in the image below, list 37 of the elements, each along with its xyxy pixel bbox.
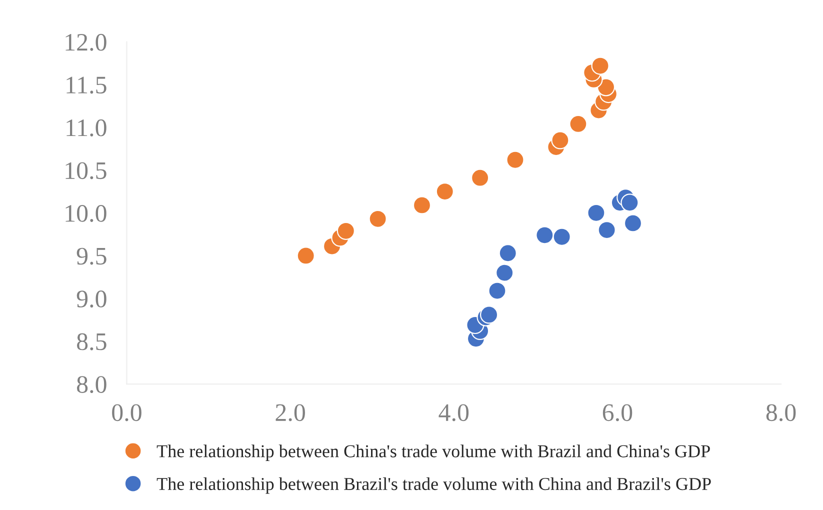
y-tick-label: 9.5 xyxy=(76,248,106,265)
y-tick-label: 10.5 xyxy=(66,162,106,180)
point xyxy=(587,204,606,222)
point xyxy=(569,114,588,134)
x-tick-label: 2.0 xyxy=(276,404,305,422)
point xyxy=(552,228,571,246)
point xyxy=(596,78,616,96)
point xyxy=(624,214,642,232)
point xyxy=(470,168,490,187)
legend-label: The relationship between Brazil's trade volume with China and Brazil's GDP xyxy=(156,477,711,494)
point xyxy=(296,246,315,265)
x-tick-label: 6.0 xyxy=(602,404,632,422)
y-tick-label: 12.0 xyxy=(66,34,106,51)
y-tick-label: 10.0 xyxy=(66,204,106,222)
y-tick-label: 9.0 xyxy=(76,290,106,308)
point xyxy=(536,226,554,244)
x-tick-label: 4.0 xyxy=(438,404,469,422)
point xyxy=(496,264,514,282)
x-tick-label: 8.0 xyxy=(766,404,796,422)
point xyxy=(436,182,454,201)
y-tick-label: 11.5 xyxy=(66,76,106,94)
point xyxy=(368,210,387,228)
point xyxy=(488,282,506,300)
point xyxy=(412,196,432,214)
point xyxy=(498,244,517,262)
y-tick-label: 11.0 xyxy=(66,119,106,136)
point xyxy=(598,220,616,240)
legend-label: The relationship between China's trade volume with Brazil and China's GDP xyxy=(156,444,710,462)
y-tick-label: 8.0 xyxy=(77,376,106,394)
point xyxy=(551,131,570,150)
y-tick-label: 8.5 xyxy=(77,333,106,350)
x-tick-label: 0.0 xyxy=(112,404,142,422)
point xyxy=(620,194,639,212)
point xyxy=(480,306,498,324)
point xyxy=(336,222,355,240)
point xyxy=(506,150,524,169)
point xyxy=(591,56,610,75)
